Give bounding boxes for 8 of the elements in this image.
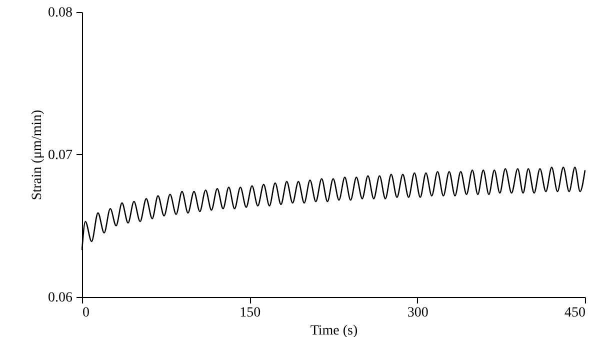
x-tick-label: 450 — [564, 306, 586, 320]
y-tick-label: 0.06 — [48, 290, 72, 306]
x-tick-label: 150 — [240, 306, 261, 320]
y-axis-title: Strain (μm/min) — [30, 110, 45, 200]
y-tick-label: 0.07 — [48, 148, 72, 163]
x-tick-label: 300 — [407, 306, 428, 320]
y-tick-label: 0.08 — [48, 6, 72, 20]
x-tick-label: 0 — [82, 306, 90, 320]
